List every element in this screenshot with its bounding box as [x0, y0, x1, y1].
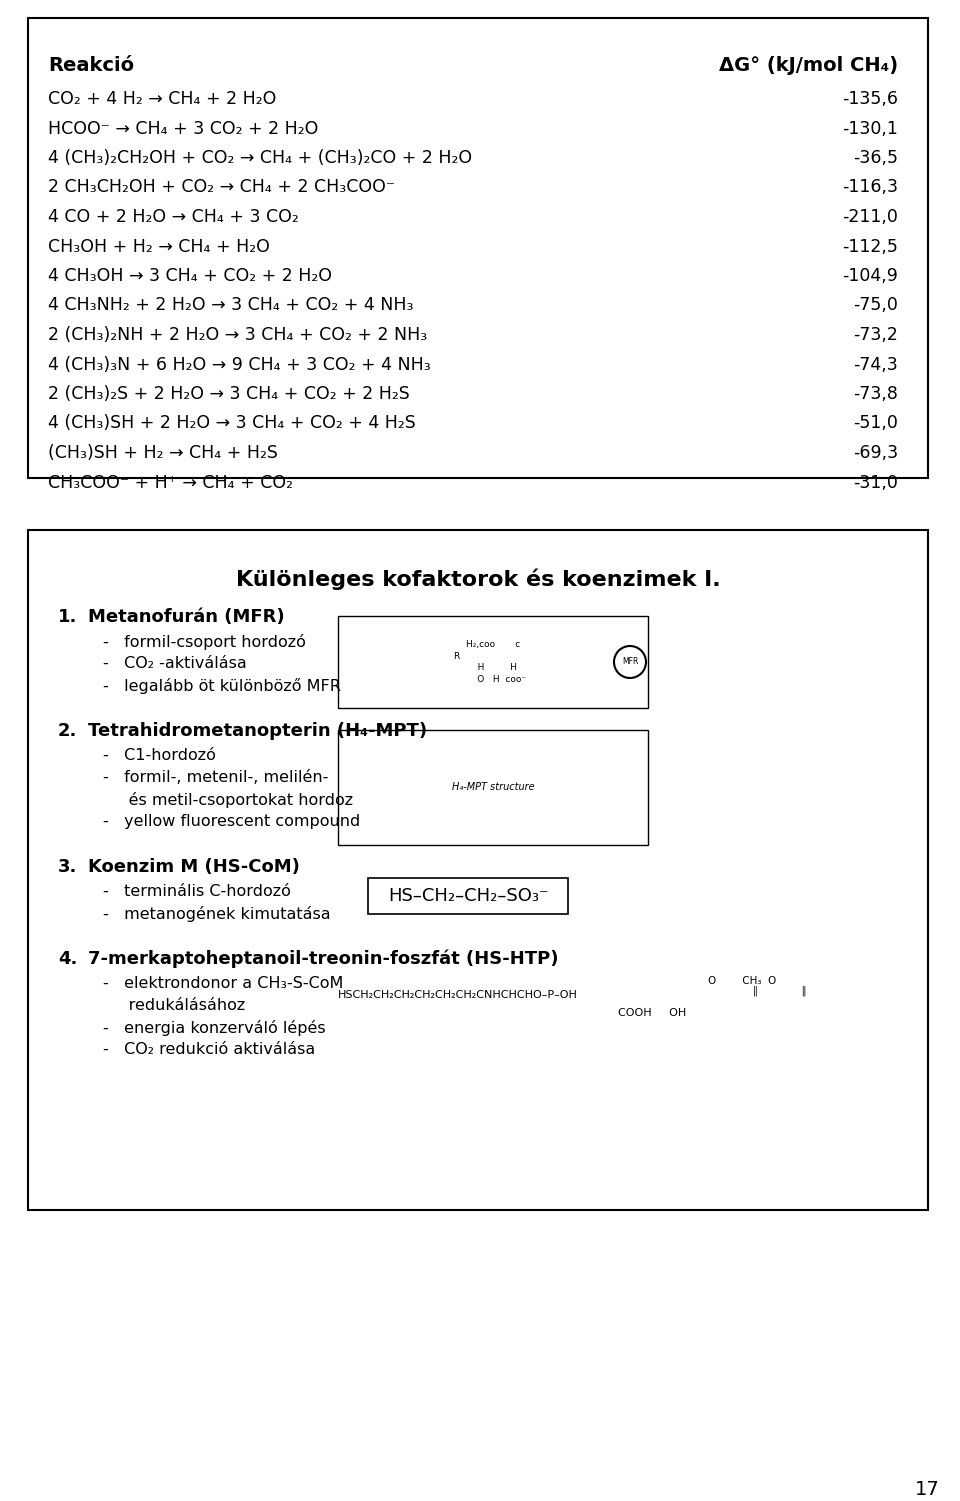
Text: -116,3: -116,3 [842, 179, 898, 197]
Text: 2 (CH₃)₂S + 2 H₂O → 3 CH₄ + CO₂ + 2 H₂S: 2 (CH₃)₂S + 2 H₂O → 3 CH₄ + CO₂ + 2 H₂S [48, 384, 410, 402]
Text: -69,3: -69,3 [852, 444, 898, 462]
Text: -   legalább öt különböző MFR: - legalább öt különböző MFR [103, 678, 341, 693]
Text: 4 (CH₃)SH + 2 H₂O → 3 CH₄ + CO₂ + 4 H₂S: 4 (CH₃)SH + 2 H₂O → 3 CH₄ + CO₂ + 4 H₂S [48, 414, 416, 432]
Text: 4 CH₃NH₂ + 2 H₂O → 3 CH₄ + CO₂ + 4 NH₃: 4 CH₃NH₂ + 2 H₂O → 3 CH₄ + CO₂ + 4 NH₃ [48, 297, 414, 315]
Text: Különleges kofaktorok és koenzimek I.: Különleges kofaktorok és koenzimek I. [236, 567, 720, 590]
Bar [338, 615, 648, 708]
Text: ΔG° (kJ/mol CH₄): ΔG° (kJ/mol CH₄) [719, 56, 898, 75]
Text: -112,5: -112,5 [842, 237, 898, 255]
Text: -   yellow fluorescent compound: - yellow fluorescent compound [103, 814, 360, 829]
Text: -   formil-csoport hordozó: - formil-csoport hordozó [103, 633, 306, 650]
Text: 4 (CH₃)₂CH₂OH + CO₂ → CH₄ + (CH₃)₂CO + 2 H₂O: 4 (CH₃)₂CH₂OH + CO₂ → CH₄ + (CH₃)₂CO + 2… [48, 149, 472, 167]
Text: COOH     OH: COOH OH [618, 1009, 686, 1018]
Text: 7-merkaptoheptanoil-treonin-foszfát (HS-HTP): 7-merkaptoheptanoil-treonin-foszfát (HS-… [88, 950, 559, 968]
Text: -73,8: -73,8 [853, 384, 898, 402]
Text: -130,1: -130,1 [842, 120, 898, 138]
Text: 4.: 4. [58, 950, 78, 968]
Text: 2 CH₃CH₂OH + CO₂ → CH₄ + 2 CH₃COO⁻: 2 CH₃CH₂OH + CO₂ → CH₄ + 2 CH₃COO⁻ [48, 179, 395, 197]
Text: -   CO₂ redukció aktiválása: - CO₂ redukció aktiválása [103, 1042, 315, 1057]
Text: H₂,coo       c
R                         
   H         H
      O   H  coo⁻: H₂,coo c R H H O H coo⁻ [454, 639, 532, 684]
Text: (CH₃)SH + H₂ → CH₄ + H₂S: (CH₃)SH + H₂ → CH₄ + H₂S [48, 444, 277, 462]
Text: -   formil-, metenil-, melilén-: - formil-, metenil-, melilén- [103, 770, 328, 785]
Text: -211,0: -211,0 [842, 209, 898, 227]
Text: CH₃OH + H₂ → CH₄ + H₂O: CH₃OH + H₂ → CH₄ + H₂O [48, 237, 270, 255]
Text: 4 CH₃OH → 3 CH₄ + CO₂ + 2 H₂O: 4 CH₃OH → 3 CH₄ + CO₂ + 2 H₂O [48, 267, 332, 285]
Bar [28, 530, 928, 1210]
Text: ‖              ‖: ‖ ‖ [753, 985, 806, 995]
Text: -135,6: -135,6 [842, 90, 898, 108]
Text: -   metanogének kimutatása: - metanogének kimutatása [103, 907, 330, 922]
Text: -   energia konzerváló lépés: - energia konzerváló lépés [103, 1021, 325, 1036]
Text: 2 (CH₃)₂NH + 2 H₂O → 3 CH₄ + CO₂ + 2 NH₃: 2 (CH₃)₂NH + 2 H₂O → 3 CH₄ + CO₂ + 2 NH₃ [48, 326, 427, 344]
Text: O        CH₃  O: O CH₃ O [708, 976, 777, 986]
Text: CH₃COO⁻ + H⁺ → CH₄ + CO₂: CH₃COO⁻ + H⁺ → CH₄ + CO₂ [48, 473, 293, 491]
Text: 4 CO + 2 H₂O → CH₄ + 3 CO₂: 4 CO + 2 H₂O → CH₄ + 3 CO₂ [48, 209, 299, 227]
Text: és metil-csoportokat hordoz: és metil-csoportokat hordoz [103, 793, 353, 808]
Text: -   CO₂ -aktiválása: - CO₂ -aktiválása [103, 656, 247, 671]
Text: HSCH₂CH₂CH₂CH₂CH₂CH₂CNHCHCHO–P–OH: HSCH₂CH₂CH₂CH₂CH₂CH₂CNHCHCHO–P–OH [338, 991, 578, 1000]
Text: Reakció: Reakció [48, 56, 134, 75]
Text: H₄-MPT structure: H₄-MPT structure [452, 782, 535, 793]
Text: 3.: 3. [58, 859, 78, 877]
Bar [368, 878, 568, 914]
Text: Tetrahidrometanopterin (H₄-MPT): Tetrahidrometanopterin (H₄-MPT) [88, 722, 427, 740]
Text: redukálásához: redukálásához [103, 998, 245, 1013]
Text: -104,9: -104,9 [842, 267, 898, 285]
Text: HS–CH₂–CH₂–SO₃⁻: HS–CH₂–CH₂–SO₃⁻ [388, 887, 548, 905]
Text: 4 (CH₃)₃N + 6 H₂O → 9 CH₄ + 3 CO₂ + 4 NH₃: 4 (CH₃)₃N + 6 H₂O → 9 CH₄ + 3 CO₂ + 4 NH… [48, 356, 431, 374]
Text: Metanofurán (MFR): Metanofurán (MFR) [88, 608, 284, 626]
Text: -73,2: -73,2 [853, 326, 898, 344]
Text: HCOO⁻ → CH₄ + 3 CO₂ + 2 H₂O: HCOO⁻ → CH₄ + 3 CO₂ + 2 H₂O [48, 120, 319, 138]
Text: CO₂ + 4 H₂ → CH₄ + 2 H₂O: CO₂ + 4 H₂ → CH₄ + 2 H₂O [48, 90, 276, 108]
Text: -   terminális C-hordozó: - terminális C-hordozó [103, 884, 291, 899]
Bar [28, 18, 928, 477]
Text: MFR: MFR [622, 657, 638, 666]
Text: -   elektrondonor a CH₃-S-CoM: - elektrondonor a CH₃-S-CoM [103, 976, 344, 991]
Text: -74,3: -74,3 [853, 356, 898, 374]
Bar [338, 729, 648, 845]
Text: 1.: 1. [58, 608, 78, 626]
Text: Koenzim M (HS-CoM): Koenzim M (HS-CoM) [88, 859, 300, 877]
Text: -51,0: -51,0 [853, 414, 898, 432]
Text: -   C1-hordozó: - C1-hordozó [103, 747, 216, 763]
Text: -31,0: -31,0 [853, 473, 898, 491]
Text: -75,0: -75,0 [853, 297, 898, 315]
Text: -36,5: -36,5 [853, 149, 898, 167]
Text: 17: 17 [915, 1480, 940, 1499]
Text: 2.: 2. [58, 722, 78, 740]
